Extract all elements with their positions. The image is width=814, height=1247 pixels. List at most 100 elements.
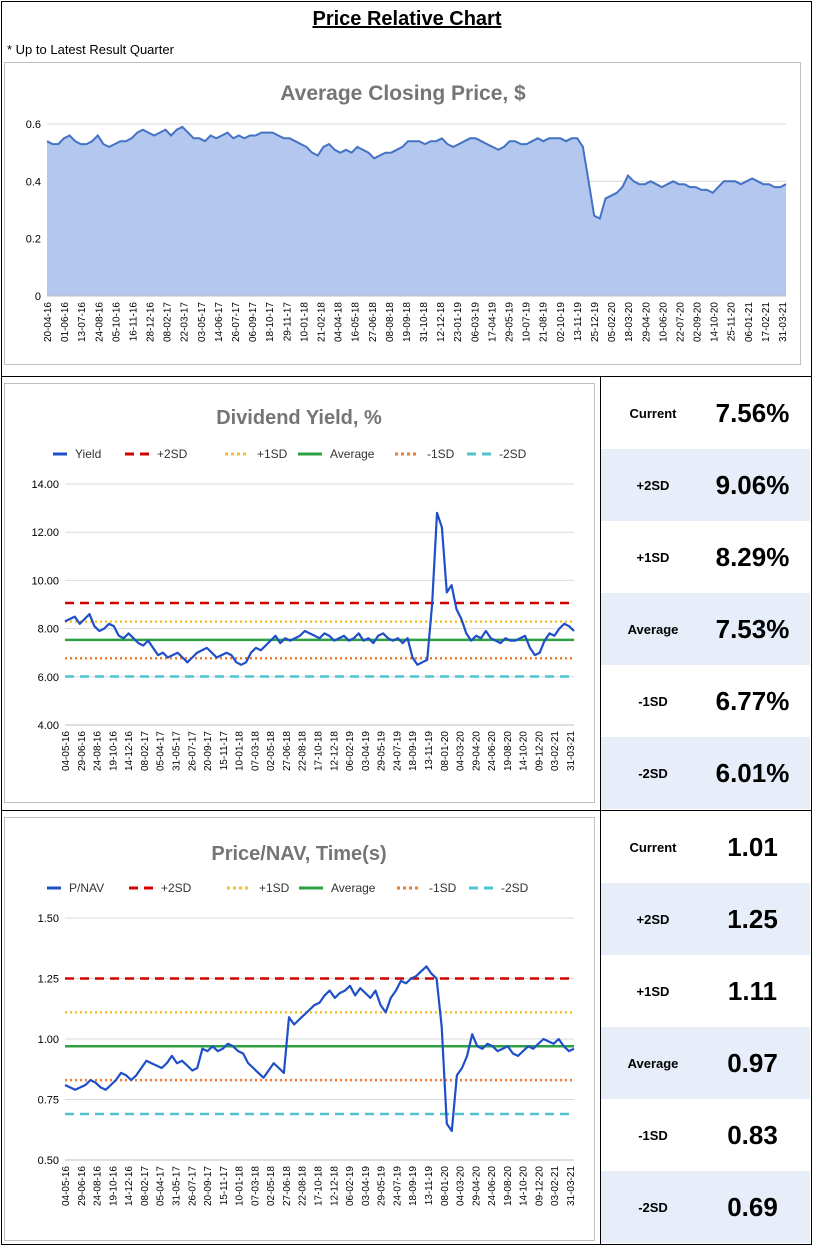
x-tick-label: 07-03-18 — [250, 1166, 261, 1206]
y-tick-label: 8.00 — [38, 624, 59, 636]
x-tick-label: 28-12-16 — [146, 302, 157, 342]
x-tick-label: 24-06-20 — [487, 731, 498, 771]
x-tick-label: 17-04-19 — [487, 302, 498, 342]
y-tick-label: 14.00 — [31, 479, 59, 491]
yield-chart-panel: Dividend Yield, % 4.00 6.00 8.00 10.00 12.00… — [4, 383, 595, 803]
pnav-stat-plus1sd: +1SD 1.11 — [601, 955, 810, 1027]
legend-label: -2SD — [499, 447, 527, 461]
x-tick-label: 06-01-21 — [744, 302, 755, 342]
legend-label: Average — [331, 881, 376, 895]
section-divider-1 — [2, 376, 812, 377]
x-tick-label: 10-01-18 — [235, 731, 246, 771]
x-tick-label: 06-09-17 — [248, 302, 259, 342]
x-tick-label: 04-03-20 — [456, 731, 467, 771]
x-tick-label: 06-03-19 — [470, 302, 481, 342]
x-tick-label: 21-02-18 — [316, 302, 327, 342]
x-tick-label: 22-07-20 — [675, 302, 686, 342]
x-tick-label: 09-12-20 — [534, 731, 545, 771]
stat-label: -2SD — [638, 1199, 668, 1215]
x-tick-label: 29-11-17 — [282, 302, 293, 342]
x-tick-label: 13-11-19 — [424, 731, 435, 771]
price-chart: Average Closing Price, $ 0 0.2 0.4 0.6 20-04… — [26, 82, 789, 342]
x-tick-label: 17-10-18 — [314, 731, 325, 771]
stats-column-divider — [600, 376, 601, 1245]
pnav-stat-minus2sd: -2SD 0.69 — [601, 1171, 810, 1243]
x-tick-label: 05-04-17 — [156, 731, 167, 771]
yield-stat-plus2sd: +2SD 9.06% — [601, 449, 810, 521]
yield-stat-average: Average 7.53% — [601, 593, 810, 665]
x-tick-label: 29-05-19 — [377, 731, 388, 771]
stat-value: 8.29% — [715, 541, 790, 572]
stat-value: 9.06% — [715, 469, 790, 500]
stat-label: Average — [627, 1055, 679, 1071]
x-tick-label: 17-02-21 — [761, 302, 772, 342]
x-tick-label: 31-10-18 — [419, 302, 430, 342]
legend-label: -1SD — [429, 881, 457, 895]
x-tick-label: 02-05-18 — [266, 731, 277, 771]
page-subtitle: * Up to Latest Result Quarter — [7, 42, 174, 57]
yield-chart-title: Dividend Yield, % — [216, 407, 382, 429]
x-tick-label: 14-10-20 — [519, 1166, 530, 1206]
x-tick-label: 09-12-20 — [534, 1166, 545, 1206]
stat-value: 0.69 — [727, 1191, 778, 1222]
x-tick-label: 29-04-20 — [471, 731, 482, 771]
stat-label: -1SD — [638, 1127, 668, 1143]
x-tick-label: 04-05-16 — [61, 731, 72, 771]
pnav-stat-plus2sd: +2SD 1.25 — [601, 883, 810, 955]
pnav-series-line — [64, 965, 575, 1133]
x-tick-label: 06-02-19 — [345, 1166, 356, 1206]
x-tick-label: 29-05-19 — [505, 302, 516, 342]
x-tick-label: 22-08-18 — [298, 731, 309, 771]
stat-label: +1SD — [636, 983, 670, 999]
x-tick-label: 31-03-21 — [566, 1166, 577, 1206]
stat-label: +2SD — [636, 477, 670, 493]
x-tick-label: 24-08-16 — [93, 731, 104, 771]
x-tick-label: 24-08-16 — [94, 302, 105, 342]
x-tick-label: 27-06-18 — [368, 302, 379, 342]
x-tick-label: 12-12-18 — [436, 302, 447, 342]
x-tick-label: 16-11-16 — [128, 302, 139, 342]
x-tick-label: 26-07-17 — [187, 1166, 198, 1206]
legend-label: P/NAV — [69, 881, 104, 895]
x-tick-label: 26-07-17 — [187, 731, 198, 771]
price-chart-panel: Average Closing Price, $ 0 0.2 0.4 0.6 20-04… — [4, 62, 801, 365]
pnav-stat-average: Average 0.97 — [601, 1027, 810, 1099]
x-tick-label: 03-02-21 — [550, 1166, 561, 1206]
legend-label: +2SD — [157, 447, 188, 461]
y-tick-label: 0.75 — [38, 1095, 59, 1107]
yield-stat-plus1sd: +1SD 8.29% — [601, 521, 810, 593]
legend-label: Average — [330, 447, 375, 461]
y-tick-label: 1.50 — [38, 913, 59, 925]
x-tick-label: 07-03-18 — [250, 731, 261, 771]
y-tick-label: 10.00 — [31, 575, 59, 587]
y-tick-label: 0 — [35, 291, 41, 303]
y-tick-label: 6.00 — [38, 672, 59, 684]
y-tick-label: 0.6 — [26, 119, 41, 131]
stat-value: 1.11 — [727, 975, 778, 1006]
yield-stat-minus1sd: -1SD 6.77% — [601, 665, 810, 737]
x-tick-label: 19-09-18 — [402, 302, 413, 342]
x-tick-label: 27-06-18 — [282, 731, 293, 771]
x-tick-label: 13-11-19 — [424, 1166, 435, 1206]
x-tick-label: 05-04-17 — [156, 1166, 167, 1206]
pnav-stat-current: Current 1.01 — [601, 811, 810, 883]
x-tick-label: 20-04-16 — [43, 302, 54, 342]
x-tick-label: 22-08-18 — [298, 1166, 309, 1206]
x-tick-label: 05-10-16 — [111, 302, 122, 342]
x-tick-label: 02-09-20 — [693, 302, 704, 342]
x-tick-label: 04-04-18 — [334, 302, 345, 342]
stat-label: Average — [627, 621, 679, 637]
x-tick-label: 04-05-16 — [61, 1166, 72, 1206]
stat-label: +2SD — [636, 911, 670, 927]
x-tick-label: 08-01-20 — [440, 731, 451, 771]
y-tick-label: 0.2 — [26, 234, 41, 246]
x-tick-label: 19-08-20 — [503, 731, 514, 771]
x-tick-label: 20-09-17 — [203, 1166, 214, 1206]
yield-stat-minus2sd: -2SD 6.01% — [601, 737, 810, 809]
x-tick-label: 24-07-19 — [392, 1166, 403, 1206]
x-tick-label: 18-03-20 — [624, 302, 635, 342]
x-tick-label: 31-05-17 — [171, 731, 182, 771]
x-tick-label: 12-12-18 — [329, 1166, 340, 1206]
x-tick-label: 08-08-18 — [385, 302, 396, 342]
